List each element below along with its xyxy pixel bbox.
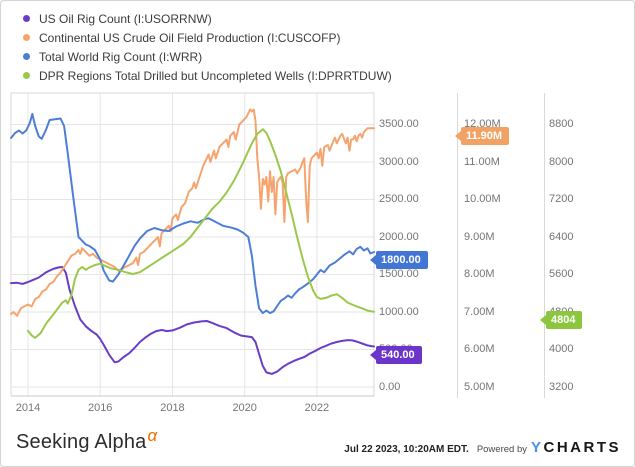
legend-item-total-world-rig-count[interactable]: Total World Rig Count (I:WRR)	[23, 47, 392, 66]
powered-by-label: Powered by	[476, 444, 527, 455]
y-tick-label: 1000.00	[379, 305, 419, 318]
legend-item-continental-us-production[interactable]: Continental US Crude Oil Field Productio…	[23, 28, 392, 47]
y-tick-label: 8000	[549, 155, 574, 168]
series-line-dpr-regions-total-drilled-but-uncompleted-wells-i-dprrtduw-	[27, 128, 375, 339]
y-tick-label: 1500.00	[379, 268, 419, 280]
badge-arrow-icon	[370, 349, 376, 360]
last-value-badge-1800-00: 1800.00	[370, 251, 428, 269]
plot-border	[10, 92, 375, 396]
y-tick-label: 9.00M	[464, 230, 495, 243]
badge-arrow-icon	[370, 255, 376, 265]
legend-label: US Oil Rig Count (I:USORRNW)	[39, 11, 212, 26]
y-tick-label: 11.00M	[464, 155, 500, 168]
y-tick-label: 6.00M	[464, 343, 495, 355]
y-tick-label: 2500.00	[379, 193, 419, 205]
x-tick-label: 2022	[304, 402, 330, 414]
footer-attribution: Jul 22 2023, 10:20AM EDT. Powered by YCH…	[344, 439, 621, 456]
y-tick-label: 0.00	[379, 380, 401, 393]
x-tick-label: 2018	[160, 402, 185, 414]
badge-arrow-icon	[540, 314, 546, 325]
y-tick-label: 6400	[549, 230, 574, 243]
series-color-dot-icon	[23, 53, 30, 60]
chart-legend: US Oil Rig Count (I:USORRNW) Continental…	[23, 9, 392, 85]
ycharts-logo-y: Y	[530, 439, 544, 456]
y-tick-label: 5600	[549, 268, 574, 280]
alpha-icon: α	[147, 426, 158, 445]
seeking-alpha-logo-text: Seeking Alpha	[16, 431, 147, 453]
y-tick-label: 3000.00	[379, 155, 419, 168]
x-tick-label: 2014	[15, 402, 41, 414]
badge-value: 4804	[546, 310, 583, 329]
badge-arrow-icon	[455, 131, 461, 142]
horizontal-gridlines	[11, 124, 374, 388]
last-value-badge-11-90m: 11.90M	[455, 127, 510, 146]
badge-value: 11.90M	[461, 127, 510, 146]
chart-timestamp: Jul 22 2023, 10:20AM EDT.	[344, 444, 469, 455]
last-value-badge-4804: 4804	[540, 310, 583, 329]
y-tick-label: 2000.00	[379, 230, 419, 243]
ycharts-logo: YCHARTS	[531, 439, 621, 456]
seeking-alpha-logo: Seeking Alphaα	[16, 426, 157, 454]
series-line-continental-us-crude-oil-field-production-i-cuscofp-	[10, 108, 375, 317]
y-tick-label: 8800	[549, 118, 574, 130]
legend-label: Total World Rig Count (I:WRR)	[39, 49, 203, 64]
vertical-gridlines	[27, 93, 318, 396]
y-tick-label: 5.00M	[464, 380, 495, 393]
series-color-dot-icon	[23, 15, 30, 22]
series-color-dot-icon	[23, 72, 30, 79]
y-tick-label: 7200	[549, 193, 574, 205]
y-tick-label: 12.00M	[464, 118, 501, 130]
y-tick-label: 7.00M	[464, 305, 495, 318]
legend-label: DPR Regions Total Drilled but Uncomplete…	[39, 68, 392, 83]
y-tick-label: 3200	[549, 380, 574, 393]
y-tick-label: 3500.00	[379, 118, 419, 130]
x-tick-label: 2020	[232, 402, 257, 414]
ycharts-logo-rest: CHARTS	[543, 439, 621, 456]
y-tick-label: 10.00M	[464, 193, 501, 205]
badge-value: 1800.00	[376, 251, 428, 269]
series-line-total-world-rig-count-i-wrr-	[10, 113, 375, 315]
legend-item-duc-wells[interactable]: DPR Regions Total Drilled but Uncomplete…	[23, 66, 392, 85]
badge-value: 540.00	[376, 345, 422, 364]
last-value-badge-540-00: 540.00	[370, 345, 422, 364]
legend-label: Continental US Crude Oil Field Productio…	[39, 30, 341, 45]
series-color-dot-icon	[23, 34, 30, 41]
y-tick-label: 4000	[549, 343, 574, 355]
series-line-us-oil-rig-count-i-usorrnw-	[10, 266, 375, 375]
x-tick-label: 2016	[87, 402, 113, 414]
y-tick-label: 8.00M	[464, 268, 495, 280]
legend-item-us-oil-rig-count[interactable]: US Oil Rig Count (I:USORRNW)	[23, 9, 392, 28]
